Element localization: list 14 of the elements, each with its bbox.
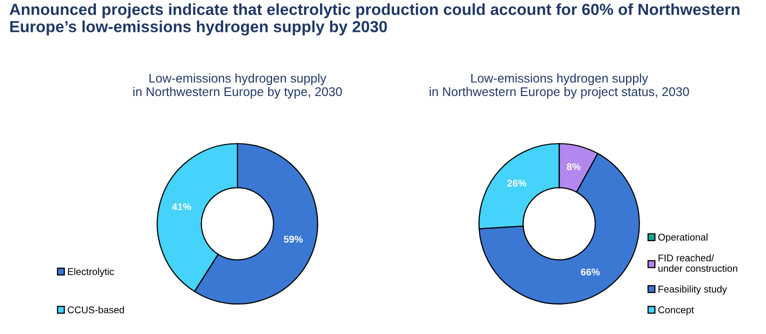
legend-label: Electrolytic xyxy=(68,268,114,277)
chart-title: Low-emissions hydrogen supply in Northwestern Europe by type, 2030 xyxy=(133,73,342,99)
legend-label: Operational xyxy=(658,234,708,243)
data-label: 59% xyxy=(284,236,303,243)
data-label: 66% xyxy=(580,268,600,276)
chart-title: Low-emissions hydrogen supply in Northwestern Europe by project status, 2030 xyxy=(430,73,689,99)
data-label: 8% xyxy=(566,163,580,170)
legend-label: FID reached/ under construction xyxy=(658,254,738,272)
text: Announced projects indicate that electrolytic production could account for 60% of Northwestern Europe’s low-emissions hydrogen supply by 2030 xyxy=(10,3,740,36)
data-label: 41% xyxy=(172,203,192,210)
legend-label: Concept xyxy=(658,306,694,316)
legend-label: CCUS-based xyxy=(68,306,124,314)
data-label: 26% xyxy=(507,180,526,187)
legend-label: Feasibility study xyxy=(658,285,727,294)
